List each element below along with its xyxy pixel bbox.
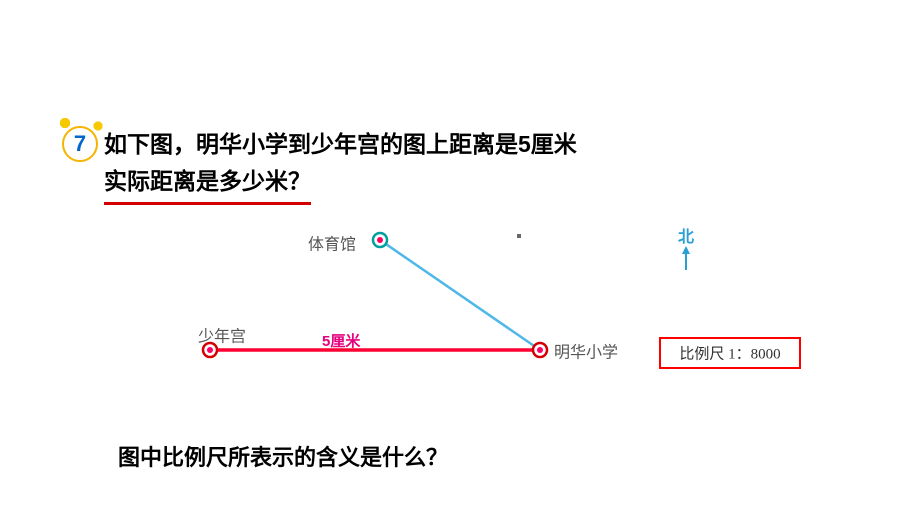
node-inner-youth [207,347,213,353]
compass-arrow-head [682,246,690,254]
node-inner-school [537,347,543,353]
question-line2: 实际距离是多少米？ [104,163,311,205]
distance-label: 5厘米 [322,332,361,350]
question-header: 7 如下图，明华小学到少年宫的图上距离是5厘米 实际距离是多少米？ [62,126,577,205]
question-number-badge: 7 [62,126,98,162]
node-inner-gym [377,237,383,243]
question-text: 如下图，明华小学到少年宫的图上距离是5厘米 实际距离是多少米？ [104,126,577,205]
node-label-youth: 少年宫 [198,328,246,346]
edge-gym-school [380,240,540,350]
node-label-gym: 体育馆 [308,236,356,254]
map-diagram: 体育馆少年宫明华小学 5厘米 北比例尺 1：8000 [180,220,830,420]
diagram-svg: 体育馆少年宫明华小学 5厘米 北比例尺 1：8000 [180,220,830,420]
compass-label: 北 [678,228,694,246]
bottom-question: 图中比例尺所表示的含义是什么？ [118,440,448,472]
question-line1: 如下图，明华小学到少年宫的图上距离是5厘米 [104,131,577,157]
node-label-school: 明华小学 [554,344,618,362]
decorative-dot [517,234,521,238]
question-number: 7 [74,131,86,157]
scale-text: 比例尺 1：8000 [679,345,780,362]
